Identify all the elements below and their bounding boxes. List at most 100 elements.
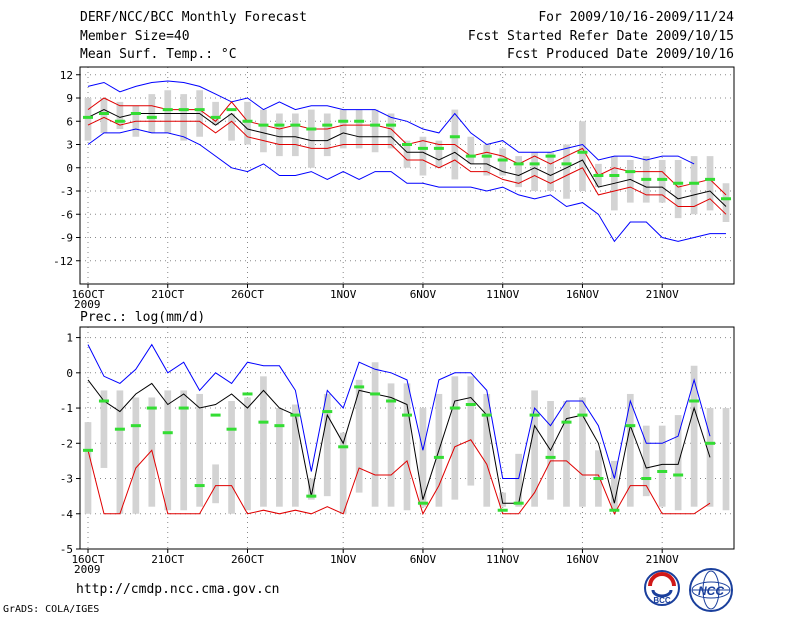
temperature-ytick-label: -3 (60, 185, 73, 198)
temperature-xtick-label: 16NOV (566, 288, 599, 301)
precipitation-range-box (611, 460, 618, 511)
ncc-logo-text: NCC (698, 584, 724, 598)
precipitation-title: Prec.: log(mm/d) (80, 310, 205, 325)
temperature-climatology-marker (258, 123, 269, 127)
temperature-range-box (722, 183, 730, 222)
temperature-ytick-label: 9 (66, 92, 73, 105)
precipitation-range-box (355, 379, 363, 493)
temperature-range-box (403, 140, 411, 168)
precipitation-climatology-marker (178, 406, 189, 410)
temperature-climatology-marker (194, 108, 205, 112)
precipitation-climatology-marker (338, 445, 349, 449)
precipitation-climatology-marker (465, 403, 476, 407)
precipitation-range-box (244, 397, 251, 511)
temperature-climatology-marker (609, 174, 620, 177)
temperature-range-box (164, 90, 172, 133)
precipitation-climatology-marker (593, 477, 604, 481)
precipitation-xtick-label: 6NOV (410, 553, 437, 566)
temperature-frame (79, 66, 735, 285)
temperature-range-box (579, 121, 586, 191)
precipitation-range-box (483, 393, 491, 507)
source-url[interactable]: http://cmdp.ncc.cma.gov.cn (76, 582, 280, 597)
precipitation-range-box (132, 397, 140, 514)
precipitation-range-box (579, 397, 586, 507)
temperature-ens_mean-line (87, 109, 727, 207)
precipitation-frame (79, 326, 735, 550)
temperature-climatology-marker (370, 123, 381, 127)
precipitation-climatology-marker (322, 410, 333, 414)
temperature-climatology-marker (242, 119, 253, 123)
precipitation-climatology-marker (354, 385, 365, 389)
precipitation-range-box (260, 376, 267, 507)
precipitation-climatology-marker (306, 494, 317, 498)
temperature-year-label: 2009 (74, 298, 101, 311)
temperature-climatology-marker (146, 115, 157, 119)
temperature-range-box (228, 113, 235, 141)
precipitation-climatology-marker (529, 413, 540, 417)
temperature-range-box (499, 148, 507, 176)
precipitation-range-box (339, 432, 347, 514)
precipitation-climatology-marker (641, 477, 652, 481)
temperature-xtick-label: 16OCT (71, 288, 104, 301)
temperature-ytick-label: -6 (60, 208, 73, 221)
temperature-xtick-label: 1NOV (330, 288, 357, 301)
precipitation-climatology-marker (689, 399, 700, 403)
precipitation-climatology-marker (194, 484, 205, 488)
precipitation-range-box (228, 401, 235, 514)
precipitation-ytick-label: -2 (60, 437, 73, 450)
temperature-climatology-marker (433, 146, 444, 150)
temperature-climatology-marker (162, 108, 173, 112)
temperature-range-box (563, 144, 570, 199)
precipitation-climatology-marker (673, 473, 684, 477)
temperature-range-box (339, 109, 347, 149)
temperature-climatology-marker (721, 197, 731, 201)
precipitation-range-box (531, 390, 538, 507)
precipitation-climatology-marker (98, 399, 109, 403)
precipitation-climatology-marker (242, 392, 253, 396)
temperature-climatology-marker (689, 181, 700, 185)
precipitation-range-box (116, 390, 124, 514)
temperature-climatology-marker (449, 135, 460, 139)
temperature-range-box (435, 140, 443, 168)
temperature-climatology-marker (481, 154, 492, 158)
precipitation-range-box (292, 404, 299, 507)
temperature-climatology-marker (306, 127, 317, 131)
precipitation-xtick-label: 21NOV (646, 553, 679, 566)
temperature-ytick-label: 12 (60, 69, 73, 82)
precipitation-range-box (100, 390, 108, 468)
temperature-xtick-label: 21NOV (646, 288, 679, 301)
precipitation-ytick-label: -4 (60, 508, 74, 521)
precipitation-climatology-marker (417, 501, 428, 505)
precipitation-climatology-marker (386, 399, 397, 403)
temperature-range-box (547, 152, 554, 191)
precipitation-xtick-label: 21OCT (151, 553, 184, 566)
temperature-range-box (323, 113, 331, 157)
temperature-xtick-label: 11NOV (486, 288, 519, 301)
precipitation-range-box (642, 425, 650, 497)
precipitation-climatology-marker (210, 413, 221, 417)
precipitation-climatology-marker (577, 413, 588, 417)
temperature-range-box (706, 156, 714, 211)
temperature-climatology-marker (657, 177, 668, 181)
precipitation-ytick-label: -3 (60, 473, 73, 486)
temperature-climatology-marker (354, 119, 365, 123)
temperature-range-box (467, 136, 475, 164)
temperature-range-box (690, 156, 698, 215)
forecast-period: For 2009/10/16-2009/11/24 (538, 10, 734, 25)
precipitation-range-box (180, 390, 188, 511)
temperature-climatology-marker (210, 115, 221, 119)
precipitation-xtick-label: 11NOV (486, 553, 519, 566)
temperature-range-box (371, 109, 379, 153)
temperature-range-box (260, 109, 267, 153)
precipitation-range-box (722, 408, 730, 511)
precipitation-climatology-marker (705, 441, 716, 445)
precipitation-climatology-marker (290, 413, 301, 417)
precipitation-ens_mean-line (87, 379, 711, 504)
temperature-climatology-marker (673, 181, 684, 185)
precipitation-xtick-label: 16NOV (566, 553, 599, 566)
temperature-climatology-marker (402, 143, 412, 146)
precipitation-range-box (84, 422, 92, 514)
temperature-band_lower-line (87, 116, 727, 215)
